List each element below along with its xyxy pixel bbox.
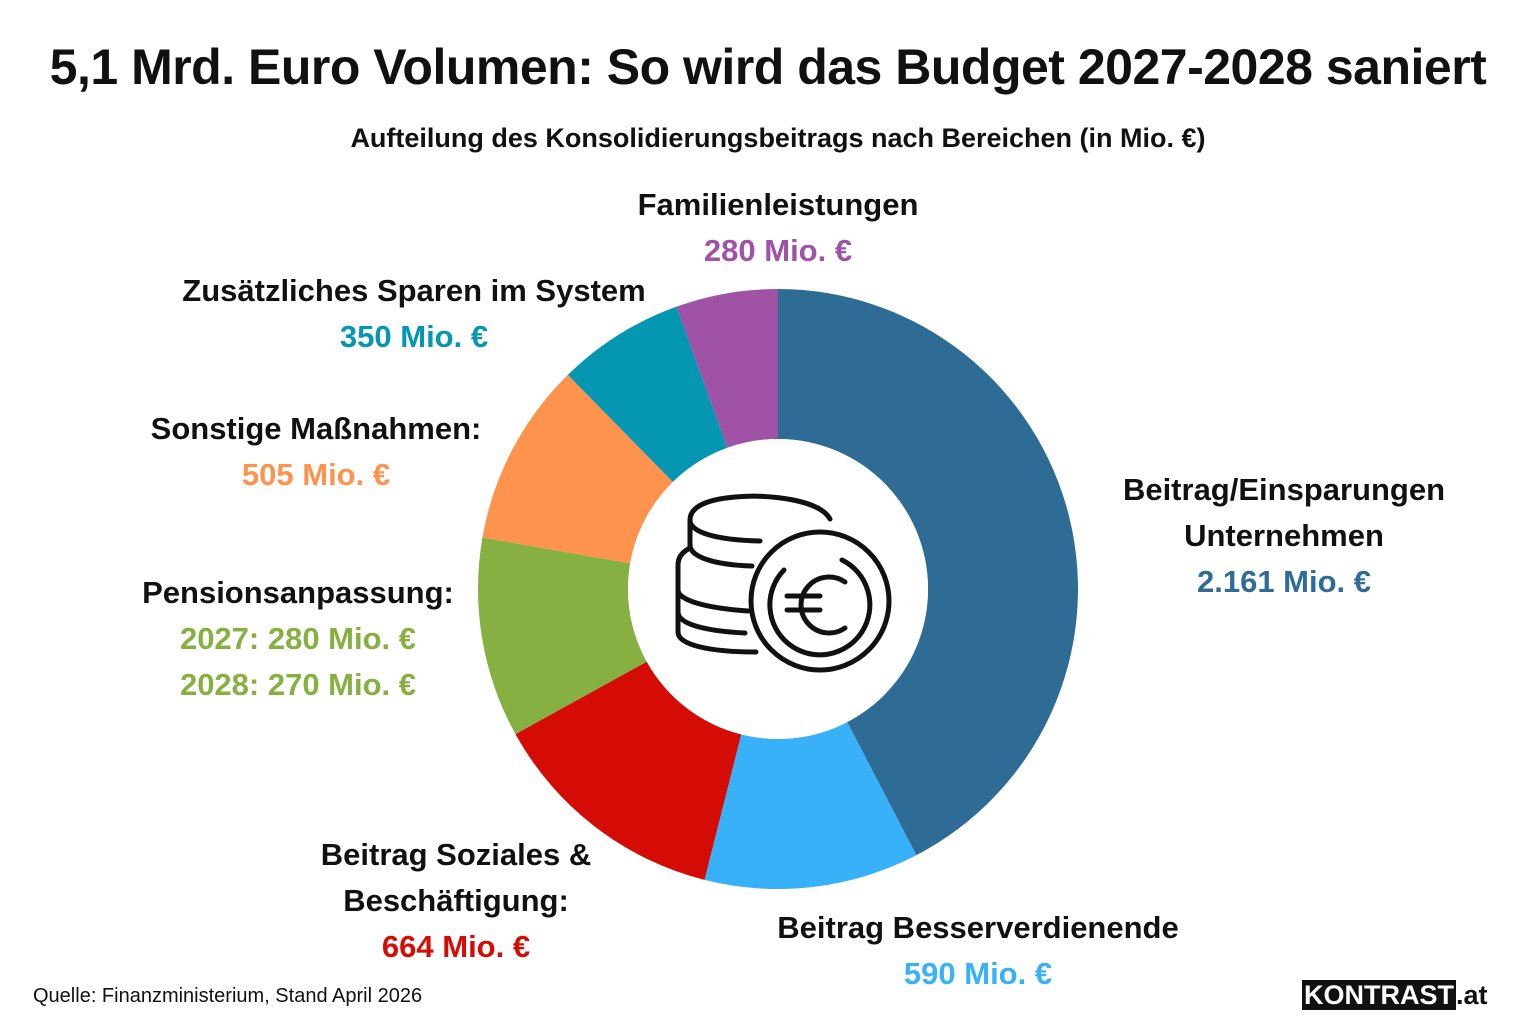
label-name: Familienleistungen [637, 187, 919, 222]
label-besserverdienende: Beitrag Besserverdienende 590 Mio. € [758, 905, 1198, 997]
chart-subtitle: Aufteilung des Konsolidierungsbeitrags n… [350, 123, 1206, 153]
slice-unternehmen [778, 289, 1078, 856]
label-name: Beschäftigung: [343, 883, 569, 918]
slice-familien [676, 289, 778, 448]
slice-besserverdienende [704, 722, 917, 889]
label-value: 280 Mio. € [703, 233, 853, 268]
label-value: 2027: 280 Mio. € [179, 621, 417, 656]
label-name: Beitrag/Einsparungen [1122, 472, 1446, 507]
label-pension: Pensionsanpassung: 2027: 280 Mio. € 2028… [138, 570, 458, 708]
label-name: Unternehmen [1184, 518, 1384, 553]
label-name: Beitrag Soziales & [320, 837, 592, 872]
brand-logo: KONTRAST.at [1302, 980, 1488, 1011]
slice-pension [478, 537, 647, 735]
slice-sonstige [482, 374, 673, 564]
label-value: 664 Mio. € [381, 929, 531, 964]
label-name: Sonstige Maßnahmen: [150, 411, 482, 446]
label-familien: Familienleistungen 280 Mio. € [608, 182, 948, 274]
label-soziales: Beitrag Soziales & Beschäftigung: 664 Mi… [296, 832, 616, 970]
donut-slices [478, 289, 1078, 889]
euro-coins-icon [675, 493, 892, 673]
label-value: 350 Mio. € [339, 319, 489, 354]
label-value: 590 Mio. € [903, 956, 1053, 991]
label-value: 505 Mio. € [241, 457, 391, 492]
label-name: Zusätzliches Sparen im System [182, 273, 646, 308]
label-name: Beitrag Besserverdienende [777, 910, 1179, 945]
chart-title: 5,1 Mrd. Euro Volumen: So wird das Budge… [49, 39, 1487, 95]
label-unternehmen: Beitrag/Einsparungen Unternehmen 2.161 M… [1104, 467, 1464, 605]
slice-system [567, 306, 728, 482]
slice-soziales [515, 661, 742, 880]
label-name: Pensionsanpassung: [142, 575, 454, 610]
source-note: Quelle: Finanzministerium, Stand April 2… [33, 985, 423, 1007]
brand-name: KONTRAST [1302, 980, 1456, 1010]
donut-hole [628, 439, 928, 739]
label-value: 2028: 270 Mio. € [179, 667, 417, 702]
brand-tld: .at [1456, 980, 1488, 1010]
label-sonstige: Sonstige Maßnahmen: 505 Mio. € [136, 406, 496, 498]
label-system: Zusätzliches Sparen im System 350 Mio. € [164, 268, 664, 360]
label-value: 2.161 Mio. € [1196, 564, 1372, 599]
